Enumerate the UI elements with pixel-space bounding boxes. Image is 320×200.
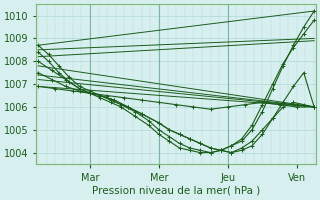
X-axis label: Pression niveau de la mer( hPa ): Pression niveau de la mer( hPa ) (92, 186, 260, 196)
